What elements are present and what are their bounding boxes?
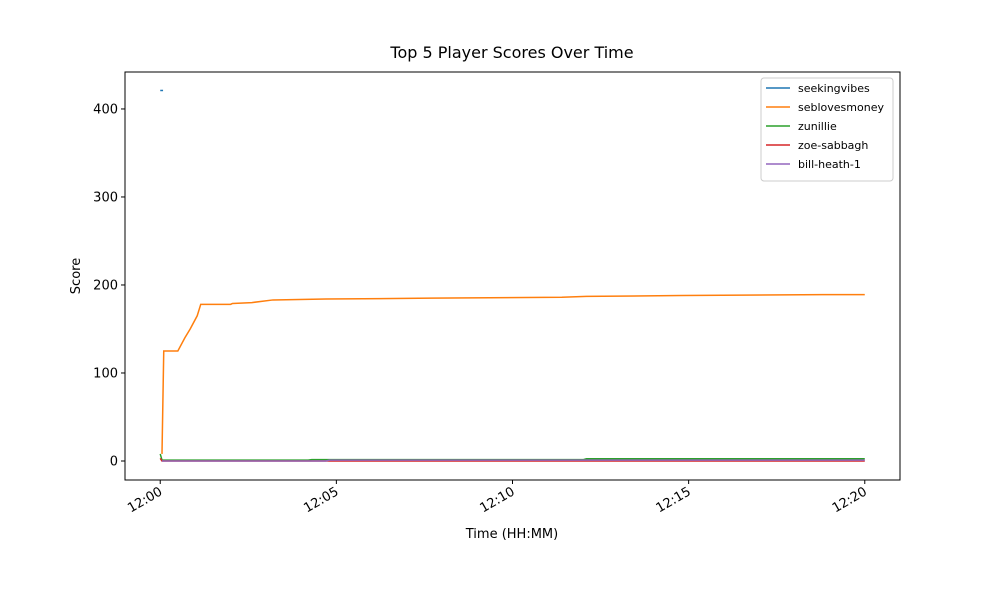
series-line — [161, 293, 865, 454]
y-tick-label: 100 — [93, 366, 118, 381]
legend-box — [760, 77, 894, 182]
legend-label: zoe-sabbagh — [798, 139, 868, 152]
legend-label: zunillie — [798, 120, 837, 133]
legend-label: bill-heath-1 — [798, 158, 861, 171]
y-tick-label: 0 — [110, 454, 118, 469]
y-axis-label: Score — [69, 258, 84, 294]
y-tick-label: 400 — [93, 102, 118, 117]
y-tick-label: 200 — [93, 278, 118, 293]
x-axis-label: Time (HH:MM) — [465, 527, 558, 542]
chart-title: Top 5 Player Scores Over Time — [389, 43, 633, 62]
legend-label: seblovesmoney — [798, 101, 884, 114]
plot-frame — [124, 71, 901, 481]
legend-label: seekingvibes — [798, 82, 870, 95]
y-tick-label: 300 — [93, 190, 118, 205]
series-line — [161, 459, 865, 462]
